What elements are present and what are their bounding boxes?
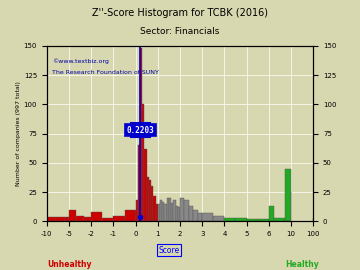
Bar (176, 206, 178, 221)
Bar (91, 212, 102, 221)
Y-axis label: Number of companies (997 total): Number of companies (997 total) (16, 81, 21, 186)
Bar (178, 207, 180, 221)
Text: 0.2203: 0.2203 (127, 126, 154, 135)
Bar (213, 215, 224, 221)
Text: Unhealthy: Unhealthy (47, 260, 91, 269)
Bar (102, 218, 113, 221)
Bar (64, 217, 69, 221)
Text: Sector: Financials: Sector: Financials (140, 27, 220, 36)
Bar (173, 200, 176, 221)
Bar (144, 149, 147, 221)
Bar (269, 206, 274, 221)
Bar (169, 198, 171, 221)
Bar (149, 180, 151, 221)
Text: ©www.textbiz.org: ©www.textbiz.org (52, 58, 109, 64)
Text: Score: Score (158, 246, 180, 255)
Text: Z''-Score Histogram for TCBK (2016): Z''-Score Histogram for TCBK (2016) (92, 8, 268, 18)
Bar (125, 210, 136, 221)
Bar (84, 217, 91, 221)
Bar (47, 217, 56, 221)
Bar (193, 210, 198, 221)
Bar (247, 219, 258, 221)
Bar (153, 196, 156, 221)
Bar (140, 48, 142, 221)
Bar (158, 204, 160, 221)
Bar (156, 204, 158, 221)
Bar (56, 217, 64, 221)
Bar (189, 206, 193, 221)
Bar (202, 213, 213, 221)
Bar (180, 198, 184, 221)
Bar (162, 201, 165, 221)
Bar (165, 204, 167, 221)
Bar (113, 215, 125, 221)
Bar (274, 218, 285, 221)
Bar (136, 200, 138, 221)
Bar (285, 169, 291, 221)
Bar (142, 104, 144, 221)
Bar (258, 219, 269, 221)
Bar (198, 213, 202, 221)
Bar (184, 200, 189, 221)
Bar (138, 145, 140, 221)
Bar (167, 198, 169, 221)
Bar (151, 186, 153, 221)
Bar (235, 218, 247, 221)
Bar (76, 215, 84, 221)
Bar (160, 200, 162, 221)
Bar (171, 203, 173, 221)
Bar (224, 218, 235, 221)
Bar (147, 177, 149, 221)
Text: Healthy: Healthy (285, 260, 319, 269)
Bar (69, 210, 76, 221)
Text: The Research Foundation of SUNY: The Research Foundation of SUNY (52, 70, 159, 76)
